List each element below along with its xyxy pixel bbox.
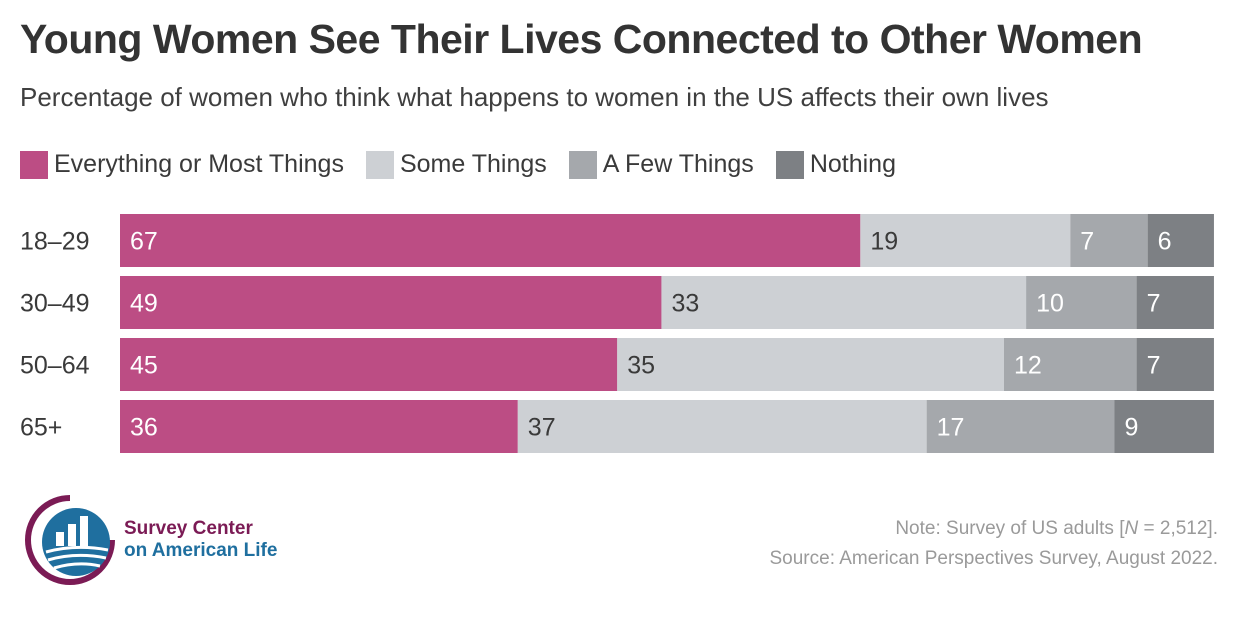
footnote: Note: Survey of US adults [N = 2,512]. S… (770, 514, 1219, 574)
chart-title: Young Women See Their Lives Connected to… (20, 16, 1143, 62)
legend-label-everything: Everything or Most Things (54, 150, 344, 178)
bar-segment (1136, 276, 1214, 329)
data-label: 7 (1147, 352, 1161, 380)
data-label: 36 (130, 414, 158, 442)
legend: Everything or Most Things Some Things A … (20, 150, 918, 179)
note-line: Note: Survey of US adults [N = 2,512]. (770, 514, 1219, 544)
bar-segment (926, 400, 1115, 453)
data-label: 67 (130, 228, 158, 256)
bar-segment (120, 214, 861, 267)
bar-segment (661, 276, 1027, 329)
survey-center-logo-icon (25, 495, 115, 585)
category-label: 65+ (20, 414, 62, 442)
note-n-symbol: N (1124, 518, 1139, 539)
data-label: 12 (1014, 352, 1042, 380)
data-label: 19 (870, 228, 898, 256)
category-label: 30–49 (20, 290, 90, 318)
bar-segment (860, 214, 1071, 267)
logo-text: Survey Center on American Life (124, 518, 277, 562)
note-suffix: = 2,512]. (1138, 518, 1219, 539)
note-prefix: Note: Survey of US adults [ (895, 518, 1125, 539)
bar-segment (617, 338, 1004, 391)
legend-item-few: A Few Things (568, 150, 754, 179)
bar-segment (517, 400, 927, 453)
logo-line-1: Survey Center (124, 518, 253, 539)
bar-segment (1070, 214, 1148, 267)
data-label: 6 (1158, 228, 1172, 256)
data-label: 33 (671, 290, 699, 318)
bar-segment (1147, 214, 1214, 267)
legend-label-nothing: Nothing (809, 150, 896, 178)
bar-segment (1004, 338, 1137, 391)
chart-subtitle: Percentage of women who think what happe… (20, 82, 1049, 112)
bar-segment (120, 338, 618, 391)
legend-item-some: Some Things (365, 150, 547, 179)
logo-line-2: on American Life (124, 540, 278, 561)
legend-label-few: A Few Things (602, 150, 754, 178)
bar-segment (1136, 338, 1214, 391)
legend-swatch-some (365, 150, 394, 179)
legend-swatch-everything (20, 150, 48, 179)
legend-item-nothing: Nothing (775, 150, 896, 179)
data-label: 7 (1080, 228, 1094, 256)
data-label: 7 (1147, 290, 1161, 318)
category-label: 18–29 (20, 228, 90, 256)
bar-segment (1114, 400, 1214, 453)
bar-segment (1026, 276, 1137, 329)
category-label: 50–64 (20, 352, 90, 380)
data-label: 17 (937, 414, 965, 442)
data-label: 9 (1125, 414, 1139, 442)
legend-swatch-nothing (775, 150, 804, 179)
legend-label-some: Some Things (399, 150, 547, 178)
data-label: 49 (130, 290, 158, 318)
stacked-bar-chart: 18–29 67 19 7 6 30–49 49 33 10 7 50–64 45 35 12 7 65+ 36… (20, 214, 1214, 453)
legend-swatch-few (568, 150, 597, 179)
source-line: Source: American Perspectives Survey, Au… (769, 548, 1219, 569)
data-label: 37 (528, 414, 556, 442)
data-label: 35 (627, 352, 655, 380)
bar-segment (120, 276, 662, 329)
bar-segment (120, 400, 518, 453)
legend-item-everything: Everything or Most Things (20, 150, 344, 179)
data-label: 45 (130, 352, 158, 380)
data-label: 10 (1036, 290, 1064, 318)
